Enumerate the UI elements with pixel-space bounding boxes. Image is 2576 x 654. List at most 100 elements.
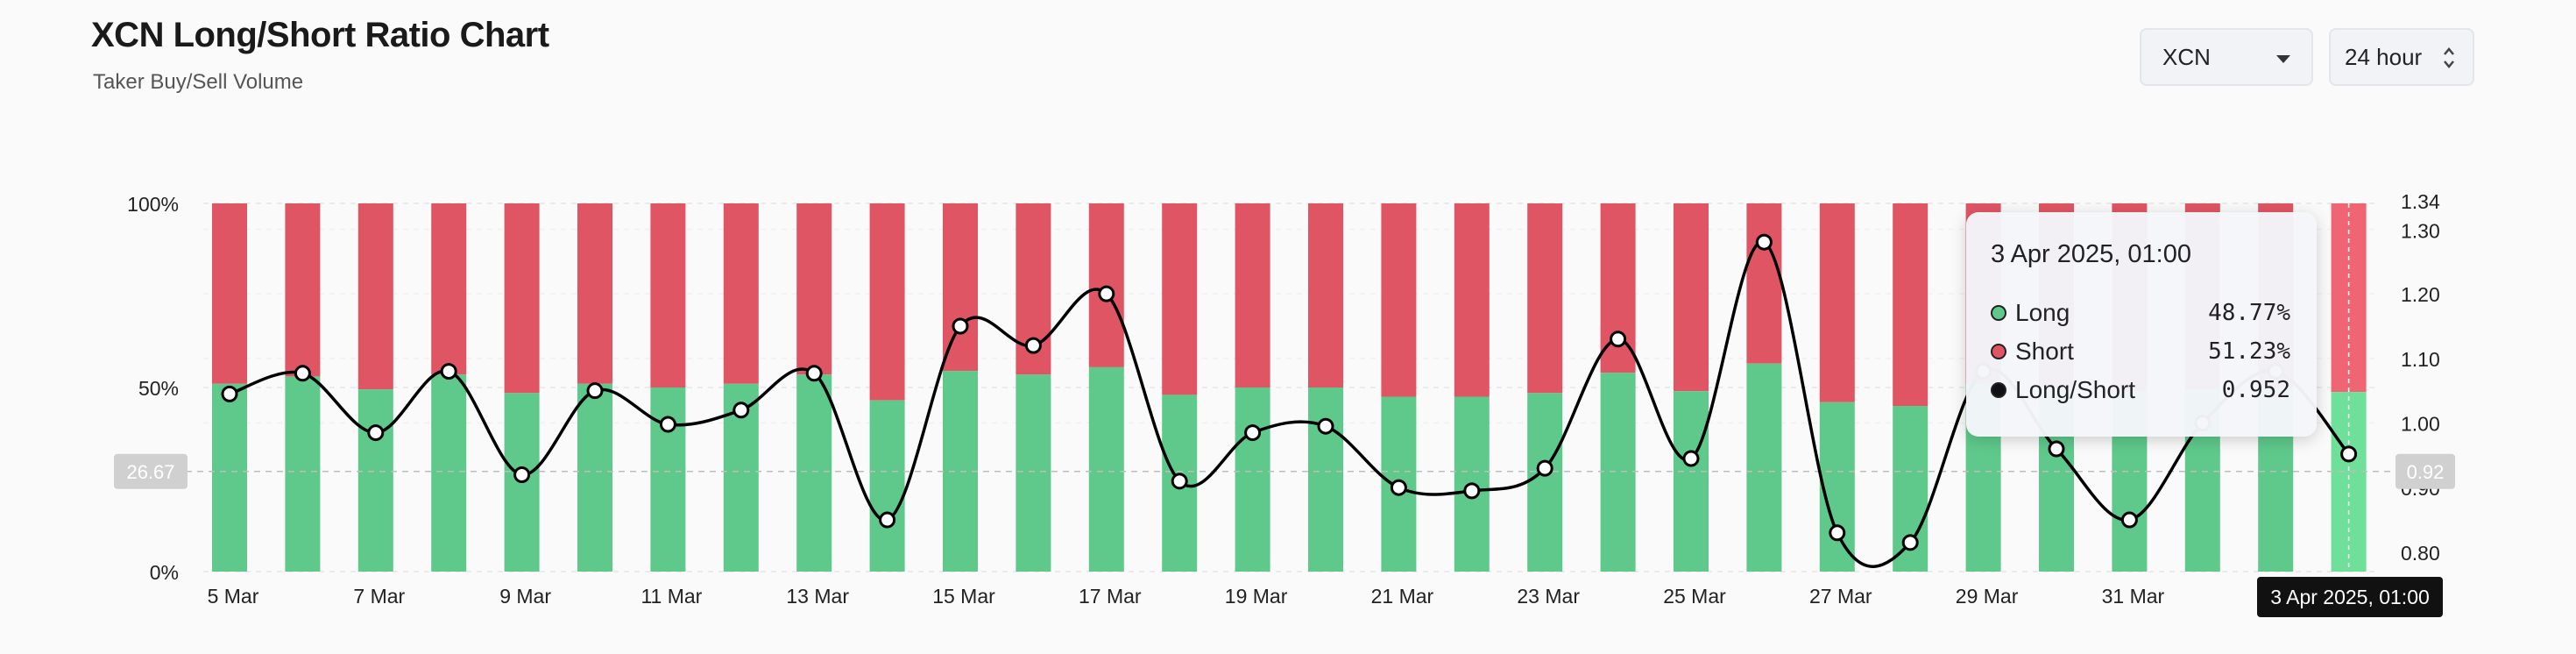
short-bar	[1162, 203, 1198, 395]
short-bar	[285, 203, 321, 377]
y-right-tick-label: 1.34	[2401, 190, 2440, 213]
short-bar	[357, 203, 393, 390]
short-bar	[1674, 203, 1709, 392]
long-bar	[1235, 387, 1270, 572]
ratio-point	[1463, 482, 1481, 500]
ratio-point	[805, 365, 823, 382]
axes: 0%50%100%0.800.901.001.101.201.301.345 M…	[114, 190, 2455, 608]
tooltip-row-short: Short 51.23%	[1991, 332, 2290, 371]
period-select[interactable]: 24 hour	[2329, 28, 2474, 86]
y-right-tick-label: 1.20	[2401, 283, 2440, 306]
crosshair-left-badge-bg	[114, 453, 188, 489]
ratio-point	[1024, 337, 1042, 354]
long-bar	[285, 376, 321, 572]
ratio-point	[367, 424, 385, 442]
ratio-point	[1317, 417, 1334, 435]
ratio-point	[1682, 450, 1700, 467]
ratio-point	[1390, 479, 1407, 496]
coin-select[interactable]: XCN	[2140, 28, 2313, 86]
short-bar	[1088, 203, 1124, 367]
long-bar	[1016, 374, 1051, 572]
coin-select-value: XCN	[2162, 43, 2211, 70]
x-tick-label: 7 Mar	[353, 585, 405, 608]
short-bar	[212, 203, 247, 384]
up-down-chevron-icon	[2444, 47, 2454, 68]
tooltip-row-long: Long 48.77%	[1991, 294, 2290, 332]
long-legend-dot	[1991, 305, 2006, 321]
short-bar	[504, 203, 540, 394]
page-subtitle: Taker Buy/Sell Volume	[93, 70, 304, 94]
x-tick-label: 25 Mar	[1663, 585, 1726, 608]
period-select-value: 24 hour	[2345, 43, 2423, 70]
tooltip-long-value: 48.77%	[2208, 300, 2290, 326]
long-bar	[212, 383, 247, 572]
x-tick-label: 19 Mar	[1225, 585, 1288, 608]
x-tick-label: 31 Mar	[2102, 585, 2165, 608]
y-left-tick-label: 100%	[127, 193, 179, 216]
x-tick-label: 29 Mar	[1956, 585, 2019, 608]
short-bar	[723, 203, 759, 384]
long-bar	[869, 400, 905, 572]
short-bar	[1235, 203, 1270, 387]
ratio-point	[221, 385, 238, 402]
short-bar	[869, 203, 905, 401]
long-bar	[1746, 363, 1782, 572]
long-bar	[1819, 402, 1855, 572]
short-bar	[650, 203, 686, 387]
x-tick-label: 27 Mar	[1809, 585, 1872, 608]
ratio-point	[952, 317, 969, 335]
short-bar	[1454, 203, 1490, 397]
long-bar	[1308, 387, 1343, 572]
ratio-point	[1829, 524, 1846, 542]
tooltip-short-label: Short	[2015, 338, 2074, 365]
crosshair-right-value: 0.92	[2407, 461, 2445, 483]
long-bar	[1527, 393, 1563, 572]
long-bar	[1088, 366, 1124, 572]
short-bar	[1819, 203, 1855, 402]
short-bar	[1893, 203, 1928, 406]
tooltip-short-value: 51.23%	[2208, 338, 2290, 365]
ratio-point	[2120, 511, 2138, 529]
ratio-point	[2048, 440, 2065, 458]
bars	[212, 203, 2367, 572]
crosshair	[163, 203, 2403, 572]
short-bar	[1381, 203, 1417, 397]
ratio-point	[1901, 534, 1919, 551]
ratio-legend-dot	[1991, 382, 2006, 398]
long-bar	[1674, 391, 1709, 572]
ratio-point	[2340, 445, 2358, 463]
short-bar	[431, 203, 467, 375]
short-bar	[796, 203, 832, 375]
y-left-tick-label: 0%	[150, 561, 179, 584]
x-tick-label: 11 Mar	[640, 585, 702, 608]
ratio-point	[879, 511, 896, 529]
crosshair-right-badge-bg	[2396, 453, 2455, 489]
long-bar	[577, 383, 612, 572]
short-bar	[1746, 203, 1782, 364]
ratio-point	[586, 382, 604, 400]
ratio-point	[1171, 473, 1188, 490]
tooltip-date: 3 Apr 2025, 01:00	[1991, 240, 2191, 268]
x-tick-label: 13 Mar	[786, 585, 849, 608]
crosshair-left-badge: 26.67	[114, 453, 188, 489]
x-tick-label: 17 Mar	[1079, 585, 1142, 608]
long-bar	[357, 389, 393, 572]
ratio-point	[513, 466, 531, 483]
long-bar	[796, 374, 832, 572]
crosshair-date-label: 3 Apr 2025, 01:00	[2257, 577, 2443, 617]
ratio-point	[440, 363, 457, 380]
crosshair-left-value: 26.67	[126, 461, 174, 483]
y-right-tick-label: 1.10	[2401, 348, 2440, 371]
caret-down-icon	[2276, 55, 2290, 63]
long-bar	[1600, 373, 1636, 572]
tooltip-row-ratio: Long/Short 0.952	[1991, 371, 2290, 409]
x-tick-label: 5 Mar	[208, 585, 259, 608]
y-right-tick-label: 1.00	[2401, 413, 2440, 436]
ratio-point	[294, 365, 311, 382]
short-bar	[577, 203, 612, 384]
tooltip: 3 Apr 2025, 01:00 Long 48.77% Short 51.2…	[1966, 212, 2317, 437]
ratio-point	[659, 416, 676, 433]
short-bar	[1308, 203, 1343, 387]
ratio-point	[1536, 459, 1553, 477]
